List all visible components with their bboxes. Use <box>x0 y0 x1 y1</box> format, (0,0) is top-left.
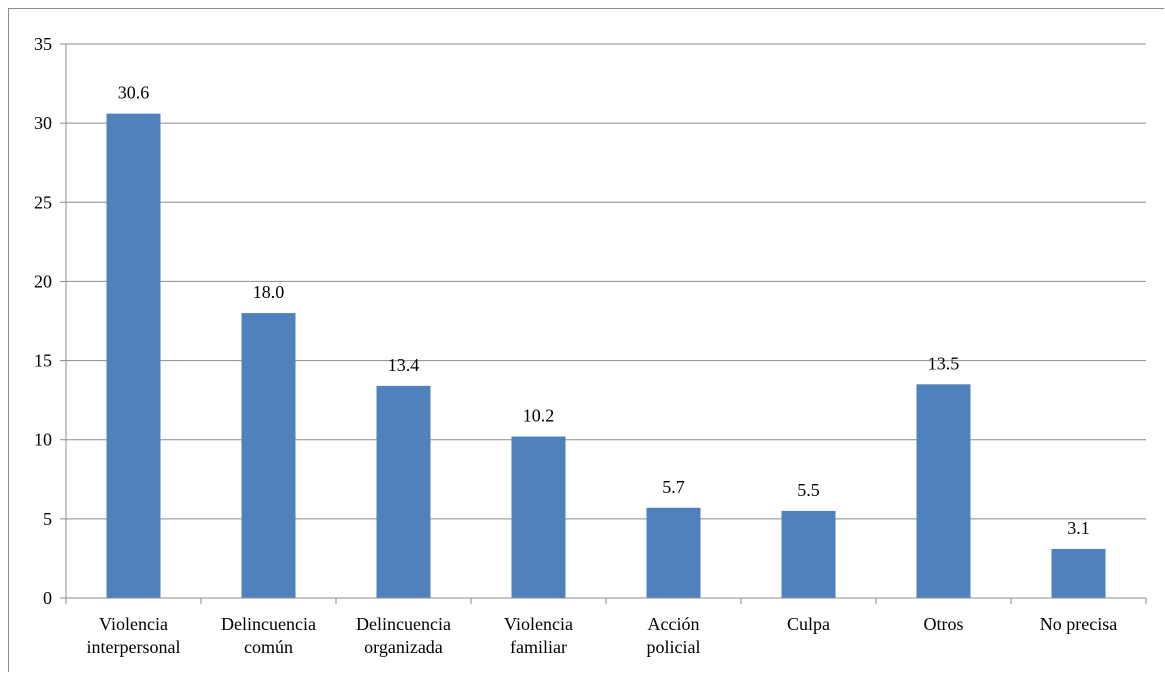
bar <box>512 437 566 598</box>
data-label: 30.6 <box>118 83 150 103</box>
y-tick-label: 30 <box>34 113 52 133</box>
x-category-label: No precisa <box>1040 614 1117 634</box>
bar <box>107 114 161 598</box>
x-category-label: Delincuencia común <box>221 614 316 657</box>
bar <box>242 313 296 598</box>
data-label: 10.2 <box>523 406 555 426</box>
data-label: 13.5 <box>928 353 960 373</box>
data-label: 18.0 <box>253 282 285 302</box>
bar <box>647 508 701 598</box>
bar <box>782 511 836 598</box>
data-label: 13.4 <box>388 355 420 375</box>
y-tick-label: 0 <box>43 588 52 608</box>
data-label: 3.1 <box>1067 518 1090 538</box>
x-category-label: Acción policial <box>647 614 701 657</box>
x-category-label: Violencia familiar <box>504 614 573 657</box>
x-category-label: Culpa <box>787 614 830 634</box>
x-category-label: Delincuencia organizada <box>356 614 451 657</box>
data-label: 5.7 <box>662 477 685 497</box>
y-tick-label: 25 <box>34 192 52 212</box>
y-tick-label: 35 <box>34 34 52 54</box>
y-tick-label: 10 <box>34 430 52 450</box>
axes <box>60 44 1146 604</box>
y-tick-label: 15 <box>34 351 52 371</box>
data-label: 5.5 <box>797 480 820 500</box>
y-tick-label: 20 <box>34 271 52 291</box>
bar <box>377 386 431 598</box>
y-tick-label: 5 <box>43 509 52 529</box>
bar <box>917 384 971 598</box>
x-category-label: Otros <box>924 614 964 634</box>
bar <box>1052 549 1106 598</box>
gridlines <box>66 44 1146 519</box>
x-category-label: Violencia interpersonal <box>87 614 181 657</box>
